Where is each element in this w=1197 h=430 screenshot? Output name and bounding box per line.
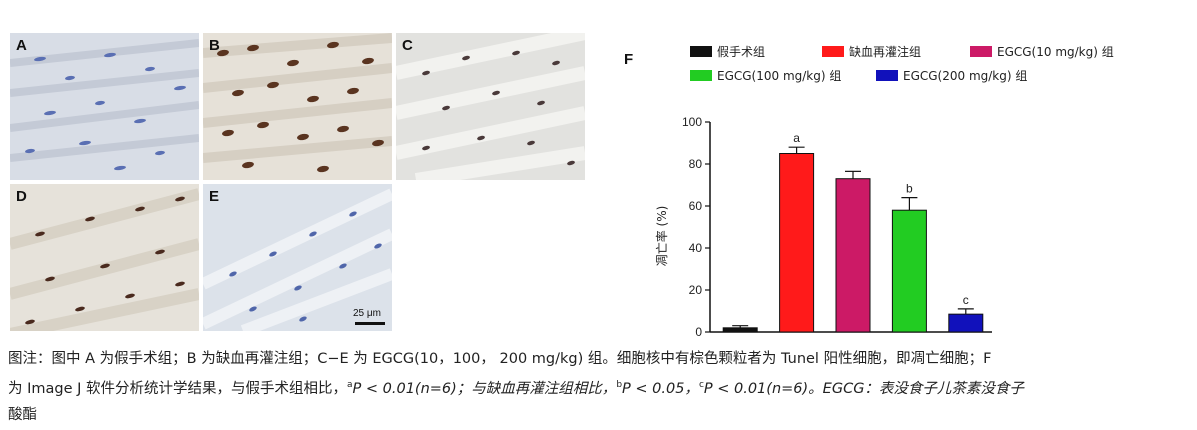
caption-text: P < 0.05， bbox=[622, 380, 699, 397]
micrograph-image bbox=[396, 33, 585, 180]
caption-superscript: b bbox=[616, 380, 623, 390]
bar bbox=[948, 313, 984, 333]
caption-text: 为 Image J 软件分析统计学结果，与假手术组相比， bbox=[8, 380, 348, 397]
legend-label: EGCG(10 mg/kg) 组 bbox=[997, 45, 1114, 59]
chart-bars: a b c bbox=[722, 131, 984, 333]
y-tick-label: 20 bbox=[689, 283, 703, 297]
legend-swatch bbox=[822, 46, 844, 57]
micrograph-image bbox=[203, 33, 392, 180]
legend-label: 假手术组 bbox=[717, 45, 765, 59]
legend-label: EGCG(200 mg/kg) 组 bbox=[903, 69, 1027, 83]
panel-label-d: D bbox=[16, 188, 27, 205]
legend-swatch bbox=[690, 46, 712, 57]
legend-swatch bbox=[970, 46, 992, 57]
caption-superscript: a bbox=[347, 380, 353, 390]
micrograph-image bbox=[10, 184, 199, 331]
caption-text: P < 0.01(n=6)；与缺血再灌注组相比， bbox=[352, 380, 617, 397]
legend-swatch bbox=[690, 70, 712, 81]
y-tick-label: 0 bbox=[695, 325, 702, 339]
y-tick-label: 100 bbox=[682, 115, 702, 129]
y-tick-label: 80 bbox=[689, 157, 703, 171]
legend-label: EGCG(100 mg/kg) 组 bbox=[717, 69, 841, 83]
chart-legend: 假手术组 缺血再灌注组 EGCG(10 mg/kg) 组 EGCG(100 mg/kg… bbox=[690, 44, 1114, 83]
bar bbox=[779, 153, 815, 333]
caption-superscript: c bbox=[698, 380, 704, 390]
panel-label-f: F bbox=[624, 51, 633, 68]
bar bbox=[891, 209, 927, 333]
legend-label: 缺血再灌注组 bbox=[849, 44, 921, 59]
micrograph-panel-a: A bbox=[10, 33, 199, 180]
y-tick-label: 40 bbox=[689, 241, 703, 255]
micrograph-panel-b: B bbox=[203, 33, 392, 180]
micrograph-panel-e: E 25 μm bbox=[203, 184, 392, 331]
significance-label: a bbox=[793, 131, 800, 145]
y-tick-label: 60 bbox=[689, 199, 703, 213]
micrograph-image bbox=[203, 184, 392, 331]
caption-text: P < 0.01(n=6)。EGCG：表没食子儿茶素没食子 bbox=[703, 380, 1024, 397]
caption-line-1: 图注：图中 A 为假手术组；B 为缺血再灌注组；C−E 为 EGCG(10，10… bbox=[8, 351, 992, 367]
caption-line-2: 为 Image J 软件分析统计学结果，与假手术组相比，aP < 0.01(n=… bbox=[8, 372, 1188, 402]
panel-label-a: A bbox=[16, 37, 27, 54]
panel-label-e: E bbox=[209, 188, 220, 205]
micrograph-panel-c: C bbox=[396, 33, 585, 180]
scale-bar bbox=[355, 322, 385, 325]
significance-label: b bbox=[906, 182, 913, 196]
bar bbox=[835, 178, 871, 333]
panel-label-b: B bbox=[209, 37, 220, 54]
bar bbox=[722, 327, 758, 333]
bar-chart: F 假手术组 缺血再灌注组 EGCG(10 mg/kg) 组 EGCG(100 mg/… bbox=[624, 44, 1114, 339]
y-axis-label: 凋亡率 (%) bbox=[654, 206, 669, 267]
legend-swatch bbox=[876, 70, 898, 81]
micrograph-panel-d: D bbox=[10, 184, 199, 331]
figure-caption: 图注：图中 A 为假手术组；B 为缺血再灌注组；C−E 为 EGCG(10，10… bbox=[8, 346, 1188, 428]
scale-bar-label: 25 μm bbox=[353, 308, 381, 319]
chart-axes: 0 20 40 60 80 100 bbox=[682, 115, 992, 339]
micrograph-image bbox=[10, 33, 199, 180]
significance-label: c bbox=[963, 293, 969, 307]
panel-label-c: C bbox=[402, 37, 413, 54]
caption-line-3: 酸酯 bbox=[8, 406, 37, 423]
